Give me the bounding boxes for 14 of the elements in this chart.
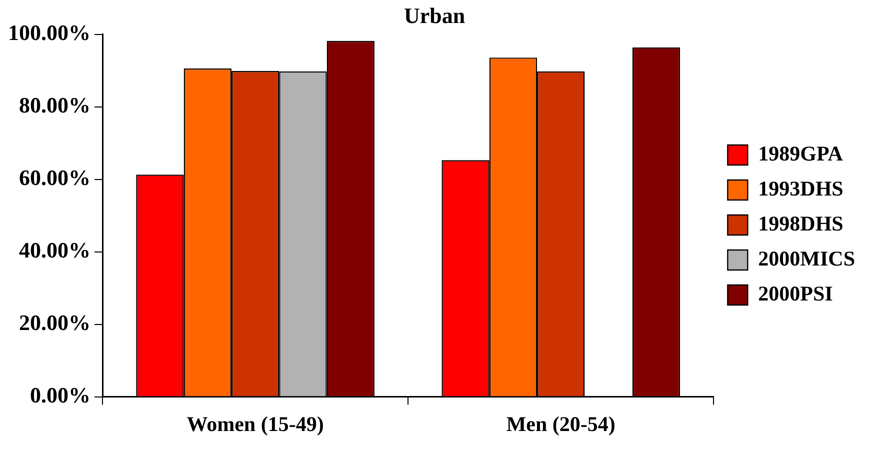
y-tick-label: 40.00% [19,238,90,263]
legend-label: 2000MICS [758,246,856,270]
y-tick-label: 80.00% [19,92,90,118]
y-tick-label: 0.00% [30,382,90,408]
y-tick-label: 100.00% [8,20,90,46]
y-tick-label: 20.00% [19,310,90,336]
x-tick-label: Women (15-49) [186,412,324,436]
legend-label: 1989GPA [758,141,844,166]
legend-label: 1993DHS [758,176,844,200]
legend-label: 1998DHS [758,211,844,236]
x-tick-label: Men (20-54) [506,412,616,436]
legend-label: 2000PSI [758,281,833,306]
chart-title: Urban [404,2,466,28]
y-tick-label: 60.00% [19,165,90,190]
